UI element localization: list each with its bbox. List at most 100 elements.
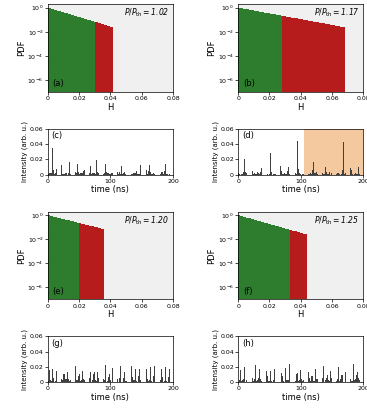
- Bar: [90, 226, 91, 411]
- Bar: [255, 220, 256, 411]
- Bar: [279, 15, 280, 411]
- Bar: [331, 25, 332, 411]
- Bar: [305, 20, 306, 411]
- Bar: [91, 226, 92, 411]
- Bar: [57, 217, 58, 411]
- Text: (f): (f): [243, 287, 252, 296]
- Bar: [320, 23, 321, 411]
- Y-axis label: Intensity (arb. u.): Intensity (arb. u.): [22, 121, 28, 182]
- Bar: [77, 222, 78, 411]
- Bar: [240, 216, 241, 411]
- Bar: [63, 219, 65, 411]
- Bar: [80, 223, 81, 411]
- Bar: [281, 16, 282, 411]
- Bar: [301, 233, 302, 411]
- Bar: [293, 231, 294, 411]
- Bar: [244, 9, 246, 411]
- Bar: [252, 219, 253, 411]
- Bar: [58, 11, 59, 411]
- Bar: [265, 13, 266, 411]
- Bar: [80, 17, 81, 411]
- Bar: [75, 222, 76, 411]
- Bar: [248, 9, 250, 411]
- Bar: [82, 224, 83, 411]
- Bar: [69, 220, 70, 411]
- X-axis label: H: H: [107, 310, 113, 319]
- Bar: [310, 21, 311, 411]
- Bar: [315, 22, 316, 411]
- Bar: [273, 225, 275, 411]
- Bar: [248, 218, 250, 411]
- Text: (b): (b): [243, 79, 255, 88]
- Bar: [262, 12, 263, 411]
- Bar: [241, 216, 242, 411]
- Bar: [82, 18, 83, 411]
- Bar: [344, 27, 345, 411]
- Text: $P/P_{\mathrm{th}} = $1.25: $P/P_{\mathrm{th}} = $1.25: [315, 214, 360, 227]
- Bar: [55, 10, 56, 411]
- Bar: [58, 218, 59, 411]
- Bar: [70, 14, 71, 411]
- Bar: [285, 16, 286, 411]
- Bar: [101, 24, 102, 411]
- Bar: [287, 229, 288, 411]
- Bar: [244, 217, 246, 411]
- Bar: [297, 18, 298, 411]
- Bar: [336, 26, 337, 411]
- Bar: [312, 21, 313, 411]
- Bar: [83, 18, 84, 411]
- Bar: [319, 23, 320, 411]
- Bar: [282, 16, 283, 411]
- Bar: [107, 25, 108, 411]
- X-axis label: time (ns): time (ns): [91, 393, 129, 402]
- Bar: [335, 25, 336, 411]
- Bar: [334, 25, 335, 411]
- Bar: [94, 21, 95, 411]
- Bar: [341, 27, 342, 411]
- Bar: [339, 26, 340, 411]
- Text: (e): (e): [53, 287, 65, 296]
- Bar: [87, 20, 88, 411]
- Bar: [69, 14, 70, 411]
- Bar: [96, 227, 97, 411]
- Bar: [97, 227, 98, 411]
- Bar: [299, 232, 300, 411]
- Bar: [57, 11, 58, 411]
- Bar: [106, 25, 107, 411]
- Bar: [85, 19, 86, 411]
- Bar: [340, 26, 341, 411]
- Bar: [259, 12, 260, 411]
- Bar: [100, 23, 101, 411]
- Bar: [79, 223, 80, 411]
- Bar: [60, 218, 61, 411]
- Bar: [325, 24, 326, 411]
- Bar: [103, 229, 104, 411]
- Bar: [74, 222, 75, 411]
- Bar: [304, 234, 305, 411]
- Bar: [260, 222, 261, 411]
- Bar: [54, 217, 55, 411]
- Bar: [112, 27, 113, 411]
- Bar: [286, 16, 287, 411]
- Bar: [252, 10, 253, 411]
- Bar: [258, 12, 259, 411]
- Bar: [275, 226, 276, 411]
- Bar: [256, 11, 257, 411]
- Bar: [266, 223, 267, 411]
- Bar: [260, 12, 261, 411]
- Bar: [301, 19, 302, 411]
- Bar: [247, 9, 248, 411]
- Bar: [52, 9, 53, 411]
- Bar: [91, 21, 92, 411]
- Bar: [258, 221, 259, 411]
- Bar: [299, 19, 300, 411]
- Bar: [61, 12, 62, 411]
- Bar: [101, 229, 102, 411]
- Bar: [78, 17, 79, 411]
- Bar: [105, 25, 106, 411]
- Bar: [338, 26, 339, 411]
- Bar: [62, 219, 63, 411]
- Bar: [238, 215, 239, 411]
- Bar: [76, 16, 77, 411]
- Bar: [56, 10, 57, 411]
